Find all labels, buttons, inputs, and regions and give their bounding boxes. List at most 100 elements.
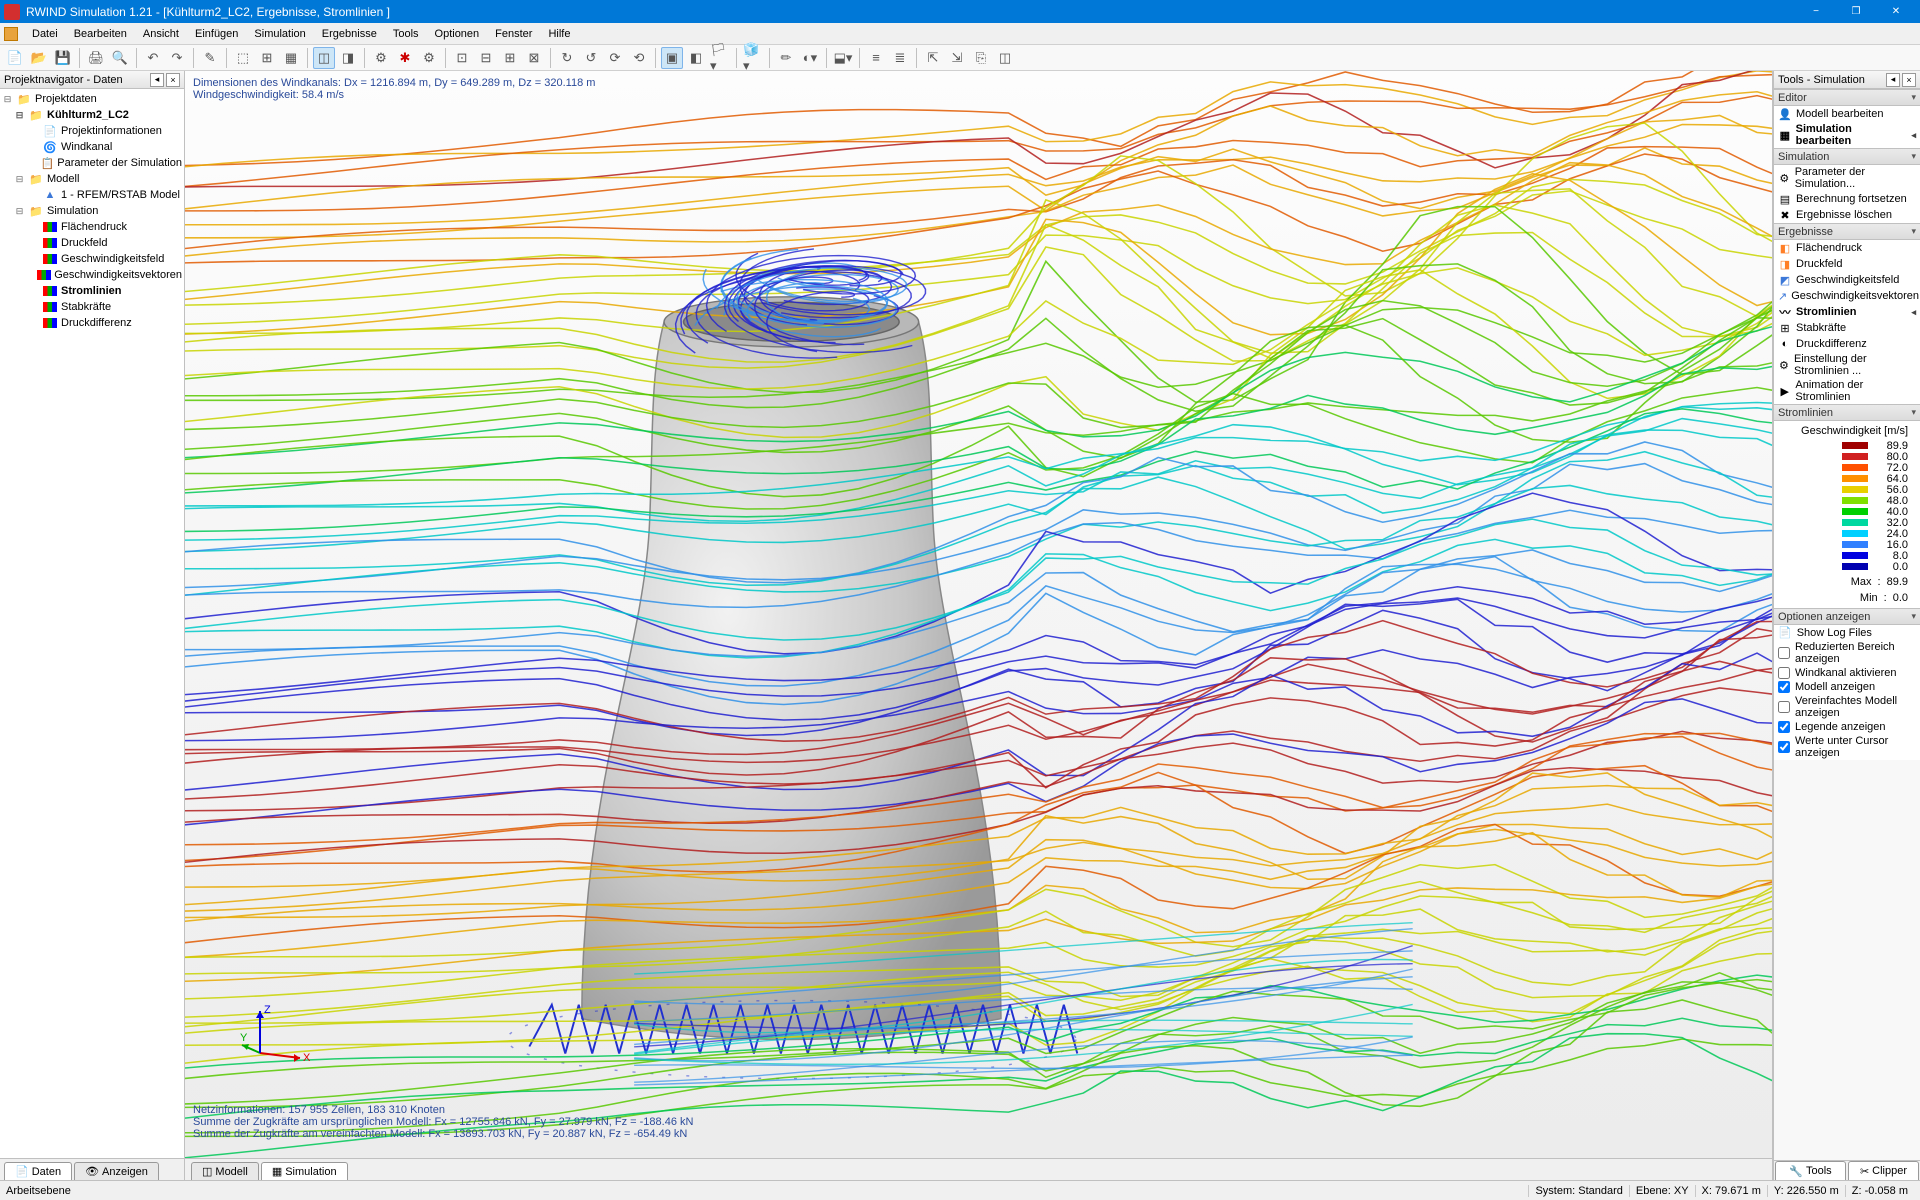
refresh3-button[interactable]: ⟳ <box>604 47 626 69</box>
disp2-button[interactable]: ◧ <box>685 47 707 69</box>
option-check[interactable]: Modell anzeigen <box>1774 680 1920 694</box>
tree-item[interactable]: Stabkräfte <box>0 299 184 315</box>
tree-item[interactable]: ⊟📁Projektdaten <box>0 91 184 107</box>
open-button[interactable]: 📂 <box>28 47 50 69</box>
tree-item[interactable]: Druckdifferenz <box>0 315 184 331</box>
drop2-button[interactable]: 🧊▾ <box>742 47 764 69</box>
redo-button[interactable]: ↷ <box>166 47 188 69</box>
right-panel-close-icon[interactable]: × <box>1902 73 1916 87</box>
tree-item[interactable]: Druckfeld <box>0 235 184 251</box>
refresh4-button[interactable]: ⟲ <box>628 47 650 69</box>
right-tab-clipper[interactable]: ✂Clipper <box>1848 1161 1919 1180</box>
view2-button[interactable]: ◨ <box>337 47 359 69</box>
tree-item[interactable]: Stromlinien <box>0 283 184 299</box>
export1-button[interactable]: ⇱ <box>922 47 944 69</box>
tree-item[interactable]: ▲1 - RFEM/RSTAB Model <box>0 187 184 203</box>
tree-item[interactable]: Flächendruck <box>0 219 184 235</box>
save-button[interactable]: 💾 <box>52 47 74 69</box>
minimize-button[interactable]: − <box>1796 0 1836 23</box>
left-tab-anzeigen[interactable]: 👁Anzeigen <box>74 1162 159 1180</box>
tree-item[interactable]: 📋Parameter der Simulation <box>0 155 184 171</box>
3d-viewport[interactable]: Dimensionen des Windkanals: Dx = 1216.89… <box>185 71 1772 1158</box>
menu-tools[interactable]: Tools <box>385 25 427 43</box>
menu-einfügen[interactable]: Einfügen <box>187 25 246 43</box>
option-check[interactable]: Windkanal aktivieren <box>1774 666 1920 680</box>
tree-item[interactable]: 📄Projektinformationen <box>0 123 184 139</box>
menu-ergebnisse[interactable]: Ergebnisse <box>314 25 385 43</box>
menu-optionen[interactable]: Optionen <box>427 25 488 43</box>
grid-button[interactable]: ▦ <box>280 47 302 69</box>
drop4-button[interactable]: ⬓▾ <box>832 47 854 69</box>
tool-item[interactable]: 👤Modell bearbeiten <box>1774 106 1920 122</box>
tool-item[interactable]: ◩Geschwindigkeitsfeld <box>1774 272 1920 288</box>
panel-expand-icon[interactable]: ◂ <box>150 73 164 87</box>
undo-button[interactable]: ↶ <box>142 47 164 69</box>
export4-button[interactable]: ◫ <box>994 47 1016 69</box>
tree-item[interactable]: ⊟📁Kühlturm2_LC2 <box>0 107 184 123</box>
viewport-tab-simulation[interactable]: ▦Simulation <box>261 1162 348 1180</box>
win3-button[interactable]: ⊞ <box>499 47 521 69</box>
option-check[interactable]: Legende anzeigen <box>1774 720 1920 734</box>
refresh1-button[interactable]: ↻ <box>556 47 578 69</box>
nav-tree[interactable]: ⊟📁Projektdaten⊟📁Kühlturm2_LC2📄Projektinf… <box>0 89 184 1158</box>
tool-item[interactable]: ⚙Einstellung der Stromlinien ... <box>1774 352 1920 378</box>
drop3-button[interactable]: ◐▾ <box>799 47 821 69</box>
menu-simulation[interactable]: Simulation <box>246 25 313 43</box>
tool-item[interactable]: ✖Ergebnisse löschen <box>1774 207 1920 223</box>
print-preview-button[interactable]: 🔍 <box>109 47 131 69</box>
layer1-button[interactable]: ≡ <box>865 47 887 69</box>
refresh2-button[interactable]: ↺ <box>580 47 602 69</box>
gear2-button[interactable]: ✱ <box>394 47 416 69</box>
win2-button[interactable]: ⊟ <box>475 47 497 69</box>
pen-button[interactable]: ✏ <box>775 47 797 69</box>
edit-button[interactable]: ✎ <box>199 47 221 69</box>
viewport-tab-modell[interactable]: ◫Modell <box>191 1162 259 1180</box>
print-button[interactable]: 🖨 <box>85 47 107 69</box>
tool-a-button[interactable]: ⬚ <box>232 47 254 69</box>
tool-item[interactable]: ⚙Parameter der Simulation... <box>1774 165 1920 191</box>
tool-item[interactable]: ◧Flächendruck <box>1774 240 1920 256</box>
panel-close-icon[interactable]: × <box>166 73 180 87</box>
right-panel-expand-icon[interactable]: ◂ <box>1886 73 1900 87</box>
view1-button[interactable]: ◫ <box>313 47 335 69</box>
tool-item[interactable]: ◨Druckfeld <box>1774 256 1920 272</box>
tree-item[interactable]: Geschwindigkeitsvektoren <box>0 267 184 283</box>
tree-item[interactable]: 🌀Windkanal <box>0 139 184 155</box>
tool-item[interactable]: ▤Berechnung fortsetzen <box>1774 191 1920 207</box>
export3-button[interactable]: ⎘ <box>970 47 992 69</box>
option-check[interactable]: Werte unter Cursor anzeigen <box>1774 734 1920 760</box>
disp1-button[interactable]: ▣ <box>661 47 683 69</box>
tree-item[interactable]: ⊟📁Simulation <box>0 203 184 219</box>
section-header[interactable]: Ergebnisse▾ <box>1774 223 1920 240</box>
tool-item[interactable]: ◐Druckdifferenz <box>1774 336 1920 352</box>
gear1-button[interactable]: ⚙ <box>370 47 392 69</box>
menu-bearbeiten[interactable]: Bearbeiten <box>66 25 135 43</box>
tree-item[interactable]: Geschwindigkeitsfeld <box>0 251 184 267</box>
section-header[interactable]: Stromlinien▾ <box>1774 404 1920 421</box>
option-check[interactable]: Vereinfachtes Modell anzeigen <box>1774 694 1920 720</box>
tree-item[interactable]: ⊟📁Modell <box>0 171 184 187</box>
export2-button[interactable]: ⇲ <box>946 47 968 69</box>
tool-item[interactable]: 〰Stromlinien◂ <box>1774 304 1920 320</box>
menu-hilfe[interactable]: Hilfe <box>540 25 578 43</box>
option-check[interactable]: 📄Show Log Files <box>1774 625 1920 640</box>
menu-ansicht[interactable]: Ansicht <box>135 25 187 43</box>
tool-item[interactable]: ↗Geschwindigkeitsvektoren <box>1774 288 1920 304</box>
menu-fenster[interactable]: Fenster <box>487 25 540 43</box>
layer2-button[interactable]: ≣ <box>889 47 911 69</box>
right-tab-tools[interactable]: 🔧Tools <box>1775 1161 1846 1180</box>
gear3-button[interactable]: ⚙ <box>418 47 440 69</box>
tool-item[interactable]: ⊞Stabkräfte <box>1774 320 1920 336</box>
menu-datei[interactable]: Datei <box>24 25 66 43</box>
tool-item[interactable]: ▦Simulation bearbeiten◂ <box>1774 122 1920 148</box>
tool-item[interactable]: ▶Animation der Stromlinien <box>1774 378 1920 404</box>
section-header[interactable]: Simulation▾ <box>1774 148 1920 165</box>
new-button[interactable]: 📄 <box>4 47 26 69</box>
left-tab-daten[interactable]: 📄Daten <box>4 1162 72 1180</box>
maximize-button[interactable]: ❐ <box>1836 0 1876 23</box>
tool-b-button[interactable]: ⊞ <box>256 47 278 69</box>
close-button[interactable]: ✕ <box>1876 0 1916 23</box>
option-check[interactable]: Reduzierten Bereich anzeigen <box>1774 640 1920 666</box>
section-header[interactable]: Optionen anzeigen▾ <box>1774 608 1920 625</box>
drop1-button[interactable]: 🏳▾ <box>709 47 731 69</box>
